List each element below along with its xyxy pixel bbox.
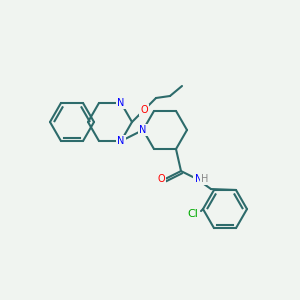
Text: N: N (195, 174, 203, 184)
Text: N: N (139, 125, 147, 135)
Text: O: O (157, 174, 165, 184)
Text: Cl: Cl (188, 209, 198, 219)
Text: O: O (140, 105, 148, 115)
Text: H: H (201, 174, 209, 184)
Text: N: N (117, 136, 125, 146)
Text: NH: NH (194, 174, 208, 184)
Text: N: N (117, 98, 125, 108)
